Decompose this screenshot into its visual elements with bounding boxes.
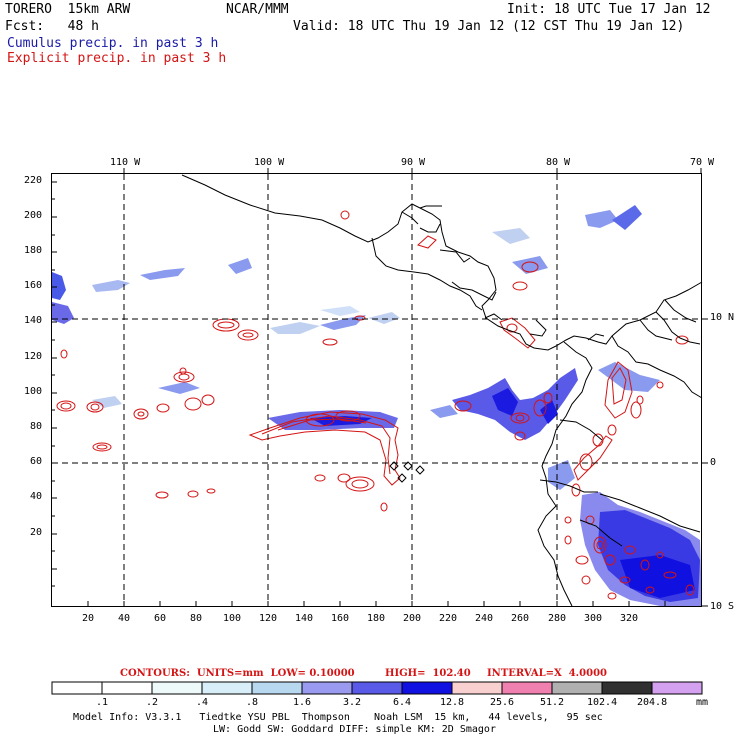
colorbar-swatch [51, 681, 103, 695]
x-tick-label: 80 [190, 613, 203, 624]
x-tick-label: 280 [548, 613, 567, 624]
x-tick-label: 140 [295, 613, 314, 624]
lat-label-0: 0 [710, 457, 717, 468]
x-tick-label: 240 [475, 613, 494, 624]
lon-label-100w: 100 W [254, 157, 285, 168]
colorbar-swatch [601, 681, 653, 695]
y-tick-label: 120 [24, 351, 43, 362]
y-tick-label: 60 [30, 456, 43, 467]
x-tick-label: 300 [584, 613, 603, 624]
y-tick-label: 100 [24, 386, 43, 397]
axis-ticks [52, 168, 708, 607]
init-time: Init: 18 UTC Tue 17 Jan 12 [507, 2, 711, 17]
colorbar-swatch [351, 681, 403, 695]
model-name: TORERO 15km ARW [5, 2, 131, 17]
y-tick-label: 20 [30, 527, 43, 538]
colorbar-swatch [551, 681, 603, 695]
lat-label-10n: 10 N [710, 312, 735, 323]
colorbar [51, 681, 703, 695]
colorbar-tick-label: 102.4 [587, 697, 618, 708]
colorbar-tick-label: .4 [196, 697, 209, 708]
x-tick-label: 200 [403, 613, 422, 624]
x-tick-label: 100 [223, 613, 242, 624]
y-tick-label: 220 [24, 175, 43, 186]
contour-interval: INTERVAL=X 4.0000 [487, 668, 607, 679]
colorbar-tick-label: .1 [96, 697, 109, 708]
lat-label-10s: 10 S [710, 601, 735, 612]
colorbar-tick-label: 12.8 [440, 697, 465, 708]
colorbar-swatch [651, 681, 703, 695]
colorbar-swatch [451, 681, 503, 695]
x-tick-label: 260 [511, 613, 530, 624]
cumulus-legend: Cumulus precip. in past 3 h [7, 36, 219, 51]
x-tick-label: 40 [118, 613, 131, 624]
y-tick-label: 140 [24, 315, 43, 326]
x-tick-label: 20 [82, 613, 95, 624]
center-name: NCAR/MMM [226, 2, 289, 17]
x-tick-label: 60 [154, 613, 167, 624]
y-tick-label: 40 [30, 491, 43, 502]
lon-label-80w: 80 W [546, 157, 571, 168]
model-info-line1: Model Info: V3.3.1 Tiedtke YSU PBL Thomp… [73, 712, 603, 723]
colorbar-tick-label: 51.2 [540, 697, 565, 708]
lon-label-90w: 90 W [401, 157, 426, 168]
colorbar-swatch [501, 681, 553, 695]
explicit-precip-contours [56, 210, 695, 600]
x-tick-label: 220 [439, 613, 458, 624]
y-tick-label: 80 [30, 421, 43, 432]
colorbar-swatch [151, 681, 203, 695]
colorbar-tick-label: 1.6 [293, 697, 312, 708]
colorbar-tick-label: .2 [146, 697, 159, 708]
colorbar-swatch [251, 681, 303, 695]
y-tick-label: 180 [24, 245, 43, 256]
colorbar-swatch [201, 681, 253, 695]
lat-lon-grid [52, 174, 702, 606]
map-frame [51, 173, 702, 607]
colorbar-tick-label: 6.4 [393, 697, 412, 708]
colorbar-tick-label: 25.6 [490, 697, 515, 708]
x-tick-label: 320 [620, 613, 639, 624]
colorbar-swatch [101, 681, 153, 695]
colorbar-swatch [301, 681, 353, 695]
model-info-line2: LW: Godd SW: Goddard DIFF: simple KM: 2D… [213, 724, 496, 735]
contour-high: HIGH= 102.40 [385, 668, 471, 679]
colorbar-tick-label: 204.8 [637, 697, 668, 708]
y-tick-label: 200 [24, 210, 43, 221]
explicit-legend: Explicit precip. in past 3 h [7, 51, 227, 66]
colorbar-swatch [401, 681, 453, 695]
contour-units: CONTOURS: UNITS=mm LOW= 0.10000 [120, 668, 355, 679]
lon-label-110w: 110 W [110, 157, 141, 168]
forecast-hour: Fcst: 48 h [5, 19, 99, 34]
cumulus-precip-areas [52, 205, 702, 606]
valid-time: Valid: 18 UTC Thu 19 Jan 12 (12 CST Thu … [293, 19, 685, 34]
lon-label-70w: 70 W [690, 157, 715, 168]
y-tick-label: 160 [24, 280, 43, 291]
colorbar-tick-label: .8 [246, 697, 259, 708]
colorbar-tick-label: 3.2 [343, 697, 362, 708]
x-tick-label: 120 [259, 613, 278, 624]
x-tick-label: 180 [367, 613, 386, 624]
x-tick-label: 160 [331, 613, 350, 624]
colorbar-unit: mm [696, 697, 709, 708]
